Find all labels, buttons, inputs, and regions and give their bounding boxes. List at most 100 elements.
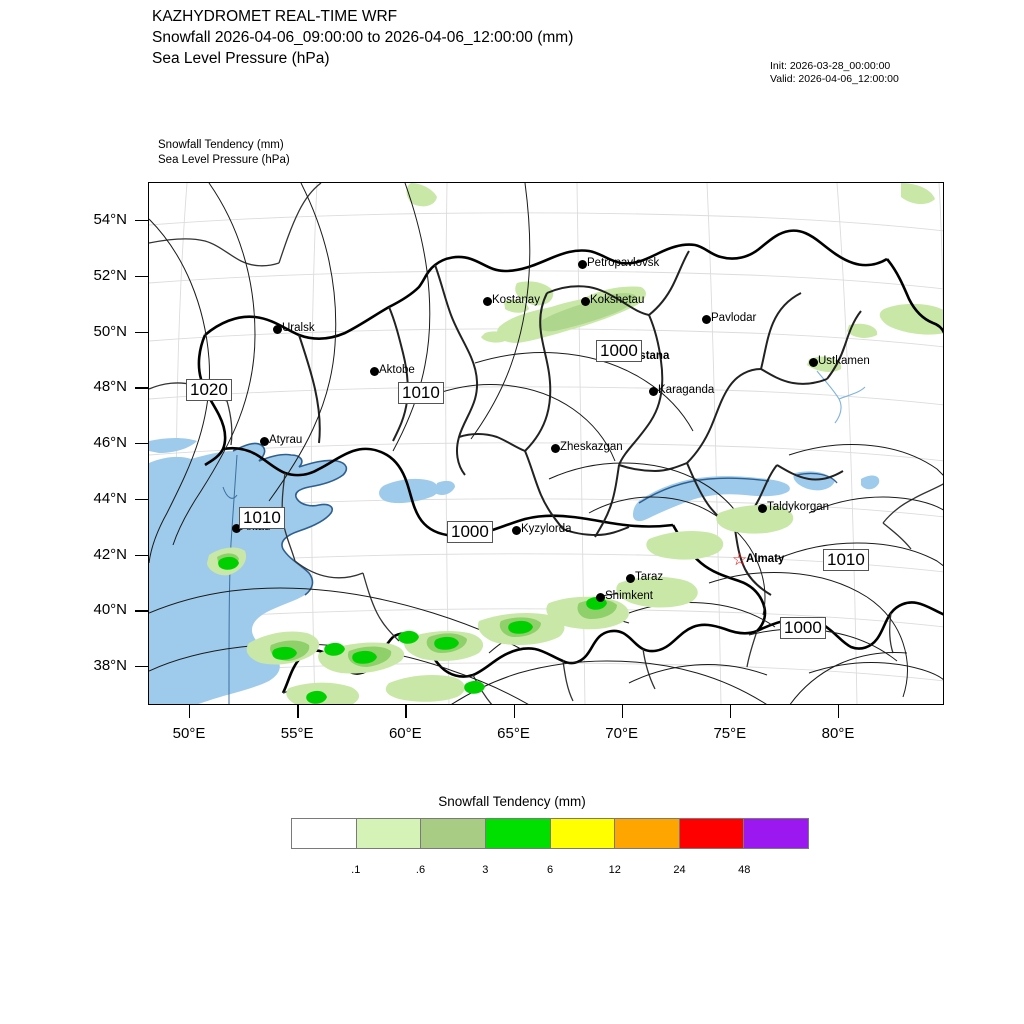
city-dot-icon [273,325,282,334]
init-time: Init: 2026-03-28_00:00:00 [770,60,891,72]
pressure-contour-label: 1010 [239,507,285,529]
lon-tick-mark [729,705,732,718]
city-dot-icon [483,297,492,306]
lon-tick-label: 80°E [821,725,855,742]
city-label: Pavlodar [711,312,757,324]
pressure-contour-label: 1000 [596,340,642,362]
valid-time: Valid: 2026-04-06_12:00:00 [770,73,899,85]
lon-tick-mark [513,705,515,718]
field-caption-pressure: Sea Level Pressure (hPa) [158,153,290,166]
city-dot-icon [626,574,635,583]
city-dot-icon [232,524,241,533]
city-dot-icon [581,297,590,306]
city-dot-icon [260,437,269,446]
title-block: KAZHYDROMET REAL-TIME WRF Snowfall 2026-… [152,6,852,69]
lat-tick-label: 48°N [93,378,127,396]
lat-tick-mark [135,220,148,222]
colorbar-title: Snowfall Tendency (mm) [438,794,586,809]
lat-tick-mark [135,498,148,501]
balkhash-outline [638,472,838,504]
colorbar-tick-labels: .1 .6 3 6 12 24 48 [291,864,809,880]
city-dot-icon [758,504,767,513]
lat-tick-mark [135,387,148,389]
plot-title-line3: Sea Level Pressure (hPa) [152,50,330,67]
city-label: Kostanay [492,294,540,306]
city-label: Aktobe [379,364,415,376]
caspian-sea [149,438,347,704]
plot-title-line1: KAZHYDROMET REAL-TIME WRF [152,8,398,25]
city-dot-icon [596,593,605,602]
colorbar-segment[interactable] [678,819,744,848]
city-label: Atyrau [269,434,303,446]
snowfall-shading-kokshetau-mid [538,293,636,332]
map-canvas [149,183,943,704]
lat-tick-mark [135,666,148,668]
pressure-contour-label: 1020 [186,379,232,401]
city-label: Ustkamen [818,355,870,367]
map-plot-area[interactable] [148,182,944,705]
lat-tick-label: 40°N [93,601,127,619]
city-label: Zheskazgan [560,441,623,453]
colorbar-tick-label: 24 [673,864,686,876]
lat-tick-label: 54°N [93,211,127,228]
city-dot-icon [551,444,560,453]
pressure-contour-label: 1000 [780,617,826,639]
field-caption-block: Snowfall Tendency (mm) Sea Level Pressur… [158,138,290,167]
lon-tick-label: 55°E [280,725,314,742]
lon-tick-label: 75°E [713,725,747,742]
city-label: Kokshetau [590,294,645,306]
lon-tick-mark [189,705,191,718]
alakol-lake [861,475,880,490]
caspian-coastline [232,442,348,596]
city-label: Taldykorgan [767,501,830,513]
lon-tick-mark [405,705,407,718]
pressure-contour-label: 1010 [398,382,444,404]
city-label: Shimkent [605,590,653,602]
colorbar-segment[interactable] [484,819,550,848]
lat-tick-mark [135,443,148,445]
lat-tick-label: 46°N [93,434,127,451]
lon-tick-mark [621,705,624,718]
lon-tick-label: 60°E [388,725,422,742]
colorbar-segment[interactable] [420,819,485,848]
colorbar[interactable] [291,818,809,849]
city-label: Uralsk [282,322,315,334]
colorbar-tick-label: 12 [608,864,621,876]
city-dot-icon [370,367,379,376]
lat-tick-mark [135,331,148,333]
colorbar-tick-label: .6 [415,864,426,876]
colorbar-segment[interactable] [355,819,421,848]
plot-title-line2: Snowfall 2026-04-06_09:00:00 to 2026-04-… [152,29,574,46]
colorbar-segment[interactable] [614,819,679,848]
city-label: Almaty [746,553,785,565]
lon-tick-mark [838,705,840,718]
city-dot-icon [512,526,521,535]
snowfall-shading-light [406,183,943,372]
city-label: Petropavlovsk [587,257,660,269]
colorbar-segment[interactable] [743,819,808,848]
pressure-contour-label: 1000 [447,521,493,543]
lat-tick-label: 42°N [93,545,127,563]
lat-tick-mark [135,275,148,278]
field-caption-snowfall: Snowfall Tendency (mm) [158,139,284,151]
run-info-block: Init: 2026-03-28_00:00:00 Valid: 2026-04… [770,60,1020,86]
lat-tick-label: 44°N [93,489,127,507]
lat-tick-label: 38°N [93,657,127,674]
lat-tick-mark [135,610,148,612]
city-dot-icon [578,260,587,269]
city-label: Kyzylorda [521,523,572,535]
pressure-contour-label: 1010 [823,549,869,571]
city-label: Karaganda [658,384,715,396]
colorbar-segment[interactable] [292,819,356,848]
colorbar-segment[interactable] [549,819,615,848]
city-dot-icon [702,315,711,324]
city-dot-icon [649,387,658,396]
city-dot-icon [809,358,818,367]
lon-tick-label: 70°E [605,725,638,742]
lon-tick-label: 50°E [172,725,206,742]
lat-tick-label: 50°N [93,322,127,340]
colorbar-tick-label: .1 [351,864,361,876]
lat-tick-mark [135,554,148,556]
colorbar-tick-label: 3 [482,864,489,876]
colorbar-tick-label: 6 [546,864,554,876]
